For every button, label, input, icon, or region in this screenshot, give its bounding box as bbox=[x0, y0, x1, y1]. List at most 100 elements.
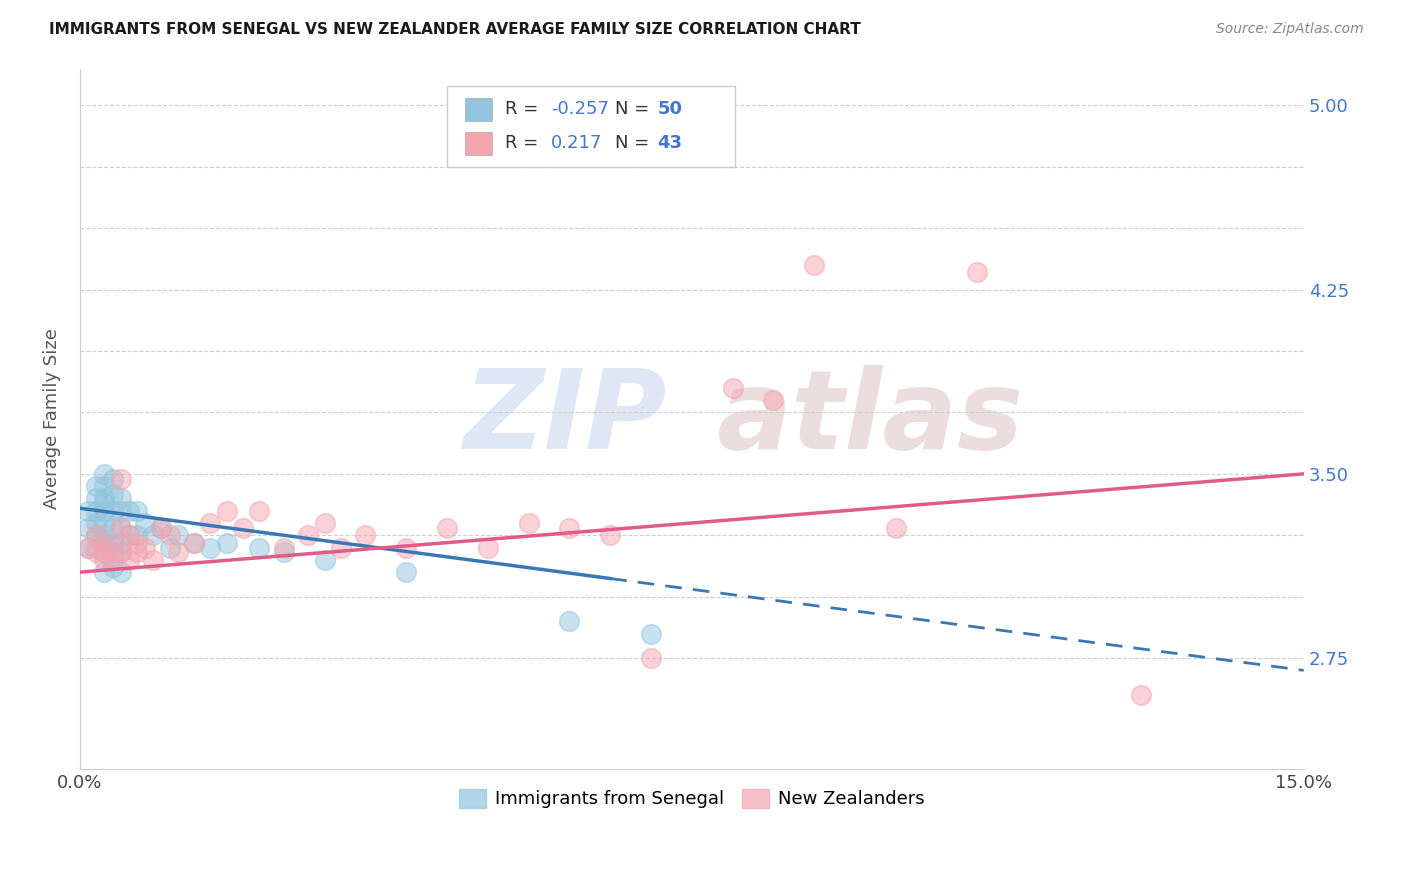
Point bbox=[314, 553, 336, 567]
Point bbox=[159, 528, 181, 542]
Point bbox=[84, 528, 107, 542]
Point bbox=[232, 521, 254, 535]
Text: ZIP: ZIP bbox=[464, 365, 668, 472]
Point bbox=[110, 545, 132, 559]
Point bbox=[966, 265, 988, 279]
Point bbox=[101, 553, 124, 567]
Point bbox=[803, 258, 825, 272]
Point bbox=[110, 521, 132, 535]
Point bbox=[93, 535, 115, 549]
Point bbox=[215, 535, 238, 549]
Text: Source: ZipAtlas.com: Source: ZipAtlas.com bbox=[1216, 22, 1364, 37]
Point bbox=[110, 565, 132, 579]
Point bbox=[125, 504, 148, 518]
Point bbox=[118, 553, 141, 567]
Point bbox=[118, 528, 141, 542]
Point bbox=[118, 528, 141, 542]
FancyBboxPatch shape bbox=[447, 86, 734, 167]
Point bbox=[101, 535, 124, 549]
Point bbox=[762, 393, 785, 408]
Point bbox=[1129, 688, 1152, 702]
Point bbox=[101, 486, 124, 500]
Point bbox=[297, 528, 319, 542]
Point bbox=[101, 521, 124, 535]
Point bbox=[101, 472, 124, 486]
Point bbox=[247, 504, 270, 518]
Point bbox=[166, 528, 188, 542]
Point bbox=[125, 545, 148, 559]
Y-axis label: Average Family Size: Average Family Size bbox=[44, 328, 60, 509]
Point bbox=[93, 504, 115, 518]
Point bbox=[110, 545, 132, 559]
Point bbox=[110, 535, 132, 549]
Point bbox=[436, 521, 458, 535]
Point bbox=[101, 541, 124, 555]
Point bbox=[215, 504, 238, 518]
Point bbox=[395, 541, 418, 555]
Point bbox=[159, 541, 181, 555]
Point bbox=[110, 472, 132, 486]
Point bbox=[150, 521, 173, 535]
Point bbox=[93, 496, 115, 510]
Point bbox=[110, 491, 132, 506]
Text: 0.217: 0.217 bbox=[551, 134, 602, 152]
Point bbox=[110, 521, 132, 535]
Point bbox=[93, 553, 115, 567]
Point bbox=[273, 541, 295, 555]
Point bbox=[84, 504, 107, 518]
Point bbox=[84, 528, 107, 542]
Point bbox=[101, 504, 124, 518]
Point bbox=[142, 528, 165, 542]
Point bbox=[93, 467, 115, 481]
Point bbox=[77, 521, 100, 535]
Point bbox=[93, 565, 115, 579]
Point bbox=[93, 491, 115, 506]
Text: R =: R = bbox=[505, 101, 544, 119]
Point bbox=[640, 651, 662, 665]
Point bbox=[84, 491, 107, 506]
Point bbox=[84, 541, 107, 555]
Point bbox=[134, 541, 156, 555]
Point bbox=[125, 528, 148, 542]
Point bbox=[93, 516, 115, 530]
Point bbox=[200, 516, 222, 530]
Point bbox=[93, 535, 115, 549]
Point bbox=[101, 545, 124, 559]
Point bbox=[142, 553, 165, 567]
Point bbox=[330, 541, 353, 555]
Text: atlas: atlas bbox=[716, 365, 1024, 472]
Point bbox=[517, 516, 540, 530]
Point bbox=[558, 614, 581, 628]
Text: N =: N = bbox=[614, 134, 655, 152]
Point bbox=[884, 521, 907, 535]
Point bbox=[183, 535, 205, 549]
Point bbox=[314, 516, 336, 530]
Point bbox=[247, 541, 270, 555]
Text: 50: 50 bbox=[658, 101, 682, 119]
Point bbox=[110, 504, 132, 518]
Point bbox=[125, 535, 148, 549]
Point bbox=[84, 479, 107, 493]
Point bbox=[77, 541, 100, 555]
Point bbox=[721, 381, 744, 395]
Point bbox=[77, 504, 100, 518]
Point bbox=[558, 521, 581, 535]
Point bbox=[200, 541, 222, 555]
Point bbox=[134, 516, 156, 530]
Point bbox=[640, 626, 662, 640]
Point bbox=[101, 560, 124, 574]
Bar bbox=[465, 98, 492, 121]
Point bbox=[93, 479, 115, 493]
Point bbox=[166, 545, 188, 559]
Text: R =: R = bbox=[505, 134, 544, 152]
Point bbox=[84, 545, 107, 559]
Point bbox=[93, 528, 115, 542]
Point bbox=[395, 565, 418, 579]
Text: IMMIGRANTS FROM SENEGAL VS NEW ZEALANDER AVERAGE FAMILY SIZE CORRELATION CHART: IMMIGRANTS FROM SENEGAL VS NEW ZEALANDER… bbox=[49, 22, 860, 37]
Point bbox=[150, 521, 173, 535]
Point bbox=[477, 541, 499, 555]
Point bbox=[84, 516, 107, 530]
Point bbox=[273, 545, 295, 559]
Point bbox=[183, 535, 205, 549]
Point bbox=[93, 545, 115, 559]
